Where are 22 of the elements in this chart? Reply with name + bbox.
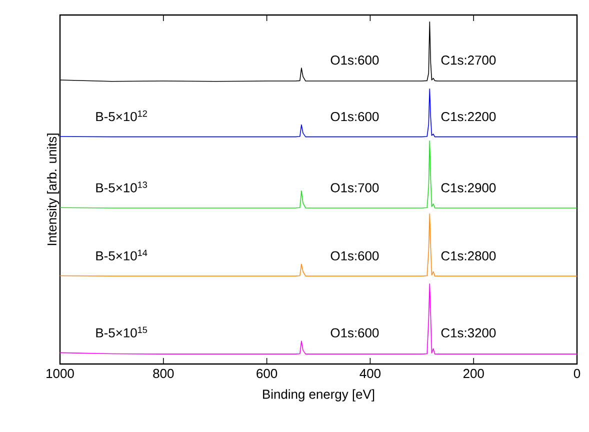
- x-axis-title: Binding energy [eV]: [263, 389, 374, 402]
- x-tick-label: 400: [360, 368, 381, 378]
- x-tick-label: 600: [256, 368, 278, 378]
- annotation: C1s:2900: [441, 183, 496, 192]
- annotation: C1s:2800: [441, 251, 496, 260]
- series-label: B-5×10$^{14}$: [96, 250, 148, 260]
- x-tick-label: 800: [153, 368, 174, 378]
- annotation: O1s:600: [330, 328, 379, 338]
- series-label: B-5×10$^{12}$: [96, 110, 147, 122]
- annotation: C1s:3200: [441, 328, 496, 338]
- x-tick-label: 1000: [46, 368, 74, 378]
- annotation: O1s:700: [330, 183, 379, 192]
- annotation: C1s:2700: [441, 56, 496, 65]
- x-tick-label: 200: [463, 368, 484, 378]
- x-tick-label: 0: [574, 368, 580, 378]
- annotation: O1s:600: [330, 112, 379, 122]
- y-axis-title: Intensity [arb. units]: [47, 134, 60, 246]
- series-label: B-5×10$^{15}$: [96, 326, 148, 338]
- series-label: B-5×10$^{13}$: [96, 182, 148, 192]
- annotation: O1s:600: [330, 251, 379, 260]
- annotation: O1s:600: [330, 56, 379, 65]
- annotation: C1s:2200: [441, 112, 496, 122]
